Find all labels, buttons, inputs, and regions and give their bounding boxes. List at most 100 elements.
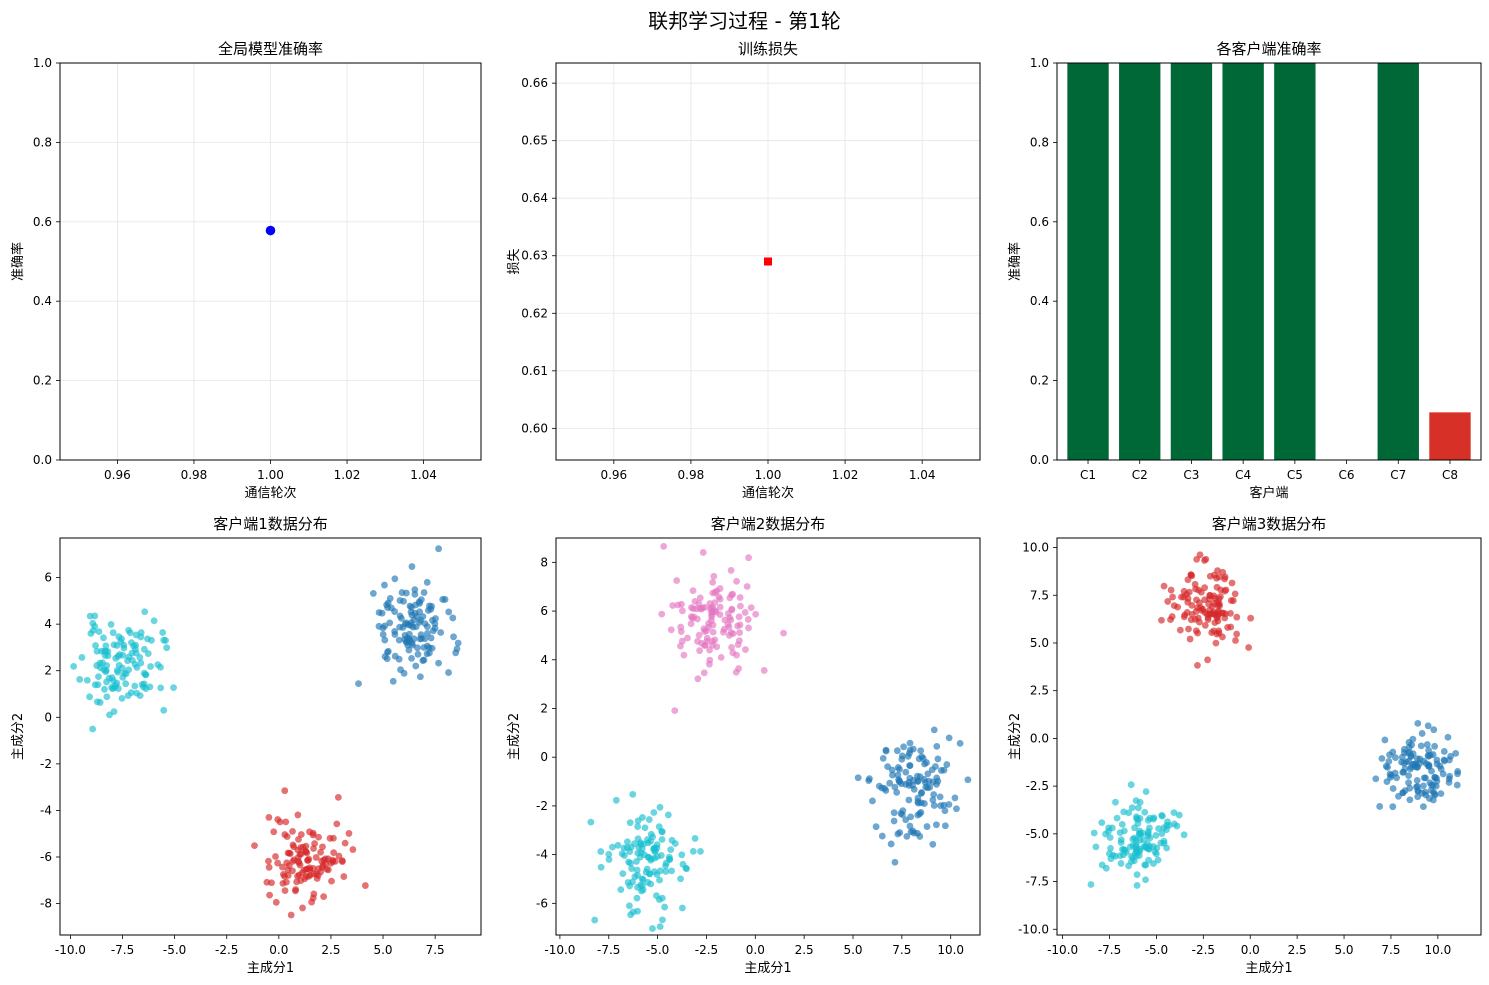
scatter-point: [265, 857, 272, 865]
scatter-point: [653, 892, 660, 900]
scatter-point: [662, 868, 670, 875]
x-tick-label: -10.0: [544, 943, 575, 957]
scatter-point: [633, 866, 641, 874]
scatter-point: [925, 777, 933, 785]
scatter-point: [905, 782, 913, 789]
scatter-point: [395, 655, 403, 663]
scatter-point: [1205, 600, 1213, 608]
scatter-point: [1398, 753, 1406, 761]
scatter-point: [162, 637, 169, 644]
scatter-point: [1211, 619, 1219, 627]
scatter-point: [289, 857, 297, 865]
y-tick-label: 0.4: [1030, 294, 1049, 308]
scatter-point: [923, 823, 931, 830]
scatter-point: [1129, 854, 1137, 861]
scatter-point: [349, 846, 357, 853]
scatter-point: [1142, 876, 1149, 884]
scatter-point: [1201, 584, 1209, 592]
scatter-point: [419, 657, 427, 664]
scatter-point: [587, 818, 595, 826]
x-tick-label: -2.5: [1192, 943, 1215, 957]
panel-title: 训练损失: [738, 40, 798, 58]
scatter-point: [1393, 774, 1400, 782]
y-tick-label: 0.65: [521, 134, 548, 148]
scatter-point: [89, 619, 97, 627]
scatter-point: [128, 639, 135, 647]
y-tick-label: 5.0: [1030, 636, 1049, 650]
plot-area: [60, 538, 481, 935]
scatter-point: [423, 623, 431, 631]
scatter-point: [882, 747, 890, 755]
scatter-point: [142, 671, 149, 679]
scatter-point: [647, 880, 655, 888]
y-tick-label: 6: [540, 604, 548, 618]
scatter-point: [667, 846, 675, 854]
scatter-point: [926, 783, 934, 791]
scatter-point: [906, 822, 914, 830]
y-axis-label: 主成分2: [507, 713, 522, 760]
scatter-point: [251, 842, 258, 850]
scatter-point: [1418, 789, 1426, 797]
x-tick-label: -5.0: [1145, 943, 1168, 957]
y-tick-label: 4: [540, 653, 548, 667]
x-tick-label: -5.0: [646, 943, 669, 957]
scatter-point: [1129, 835, 1137, 843]
scatter-point: [1423, 741, 1431, 748]
scatter-point: [1231, 590, 1239, 598]
y-tick-label: 2: [540, 701, 548, 715]
scatter-point: [1149, 860, 1157, 867]
scatter-point: [744, 616, 752, 623]
scatter-point: [383, 655, 391, 663]
scatter-point: [1152, 832, 1160, 839]
scatter-point: [890, 809, 898, 817]
scatter-point: [317, 868, 325, 876]
scatter-point: [1154, 856, 1162, 864]
scatter-point: [900, 743, 908, 751]
scatter-point: [1109, 851, 1117, 859]
panel-title: 客户端2数据分布: [711, 515, 826, 533]
x-tick-label: -10.0: [55, 943, 86, 957]
scatter-point: [872, 823, 880, 831]
y-tick-label: 0.64: [521, 191, 548, 205]
scatter-point: [889, 771, 896, 779]
scatter-point: [1219, 609, 1227, 617]
scatter-point: [449, 614, 457, 622]
client2-distribution-panel: -10.0 -7.5 -5.0 -2.5 0.0 2.5 5.0 7.5 10.0 -6 -4 -2 0…: [507, 515, 981, 976]
scatter-point: [694, 675, 702, 683]
scatter-point: [736, 629, 743, 636]
scatter-point: [869, 797, 876, 805]
scatter-point: [888, 766, 896, 774]
scatter-point: [641, 824, 649, 832]
scatter-point: [274, 859, 282, 867]
y-tick-label: 0.8: [33, 135, 52, 149]
scatter-point: [916, 810, 924, 818]
scatter-point: [150, 617, 158, 625]
x-tick-label: C1: [1080, 468, 1096, 482]
y-tick-label: 6: [44, 571, 52, 585]
x-tick-label: 0.0: [746, 943, 765, 957]
scatter-point: [431, 624, 439, 632]
scatter-point: [1106, 834, 1114, 841]
scatter-point: [1395, 792, 1402, 800]
scatter-point: [103, 693, 111, 701]
scatter-point: [661, 903, 669, 911]
scatter-point: [1389, 803, 1397, 811]
scatter-point: [660, 542, 668, 550]
x-tick-label: 7.5: [892, 943, 911, 957]
scatter-point: [1221, 575, 1228, 583]
axes-frame: [1056, 537, 1482, 936]
scatter-point: [340, 873, 348, 880]
scatter-point: [1198, 606, 1206, 614]
scatter-point: [639, 886, 647, 894]
scatter-point: [937, 767, 945, 774]
y-tick-label: 0.6: [33, 215, 52, 229]
x-tick-label: 0.96: [104, 468, 131, 482]
scatter-point: [284, 866, 292, 874]
x-tick-label: 0.96: [600, 468, 627, 482]
scatter-point: [886, 779, 894, 787]
scatter-point: [953, 805, 960, 813]
scatter-point: [304, 856, 311, 864]
scatter-point: [1092, 843, 1100, 851]
scatter-point: [642, 868, 650, 876]
scatter-point: [951, 794, 959, 802]
